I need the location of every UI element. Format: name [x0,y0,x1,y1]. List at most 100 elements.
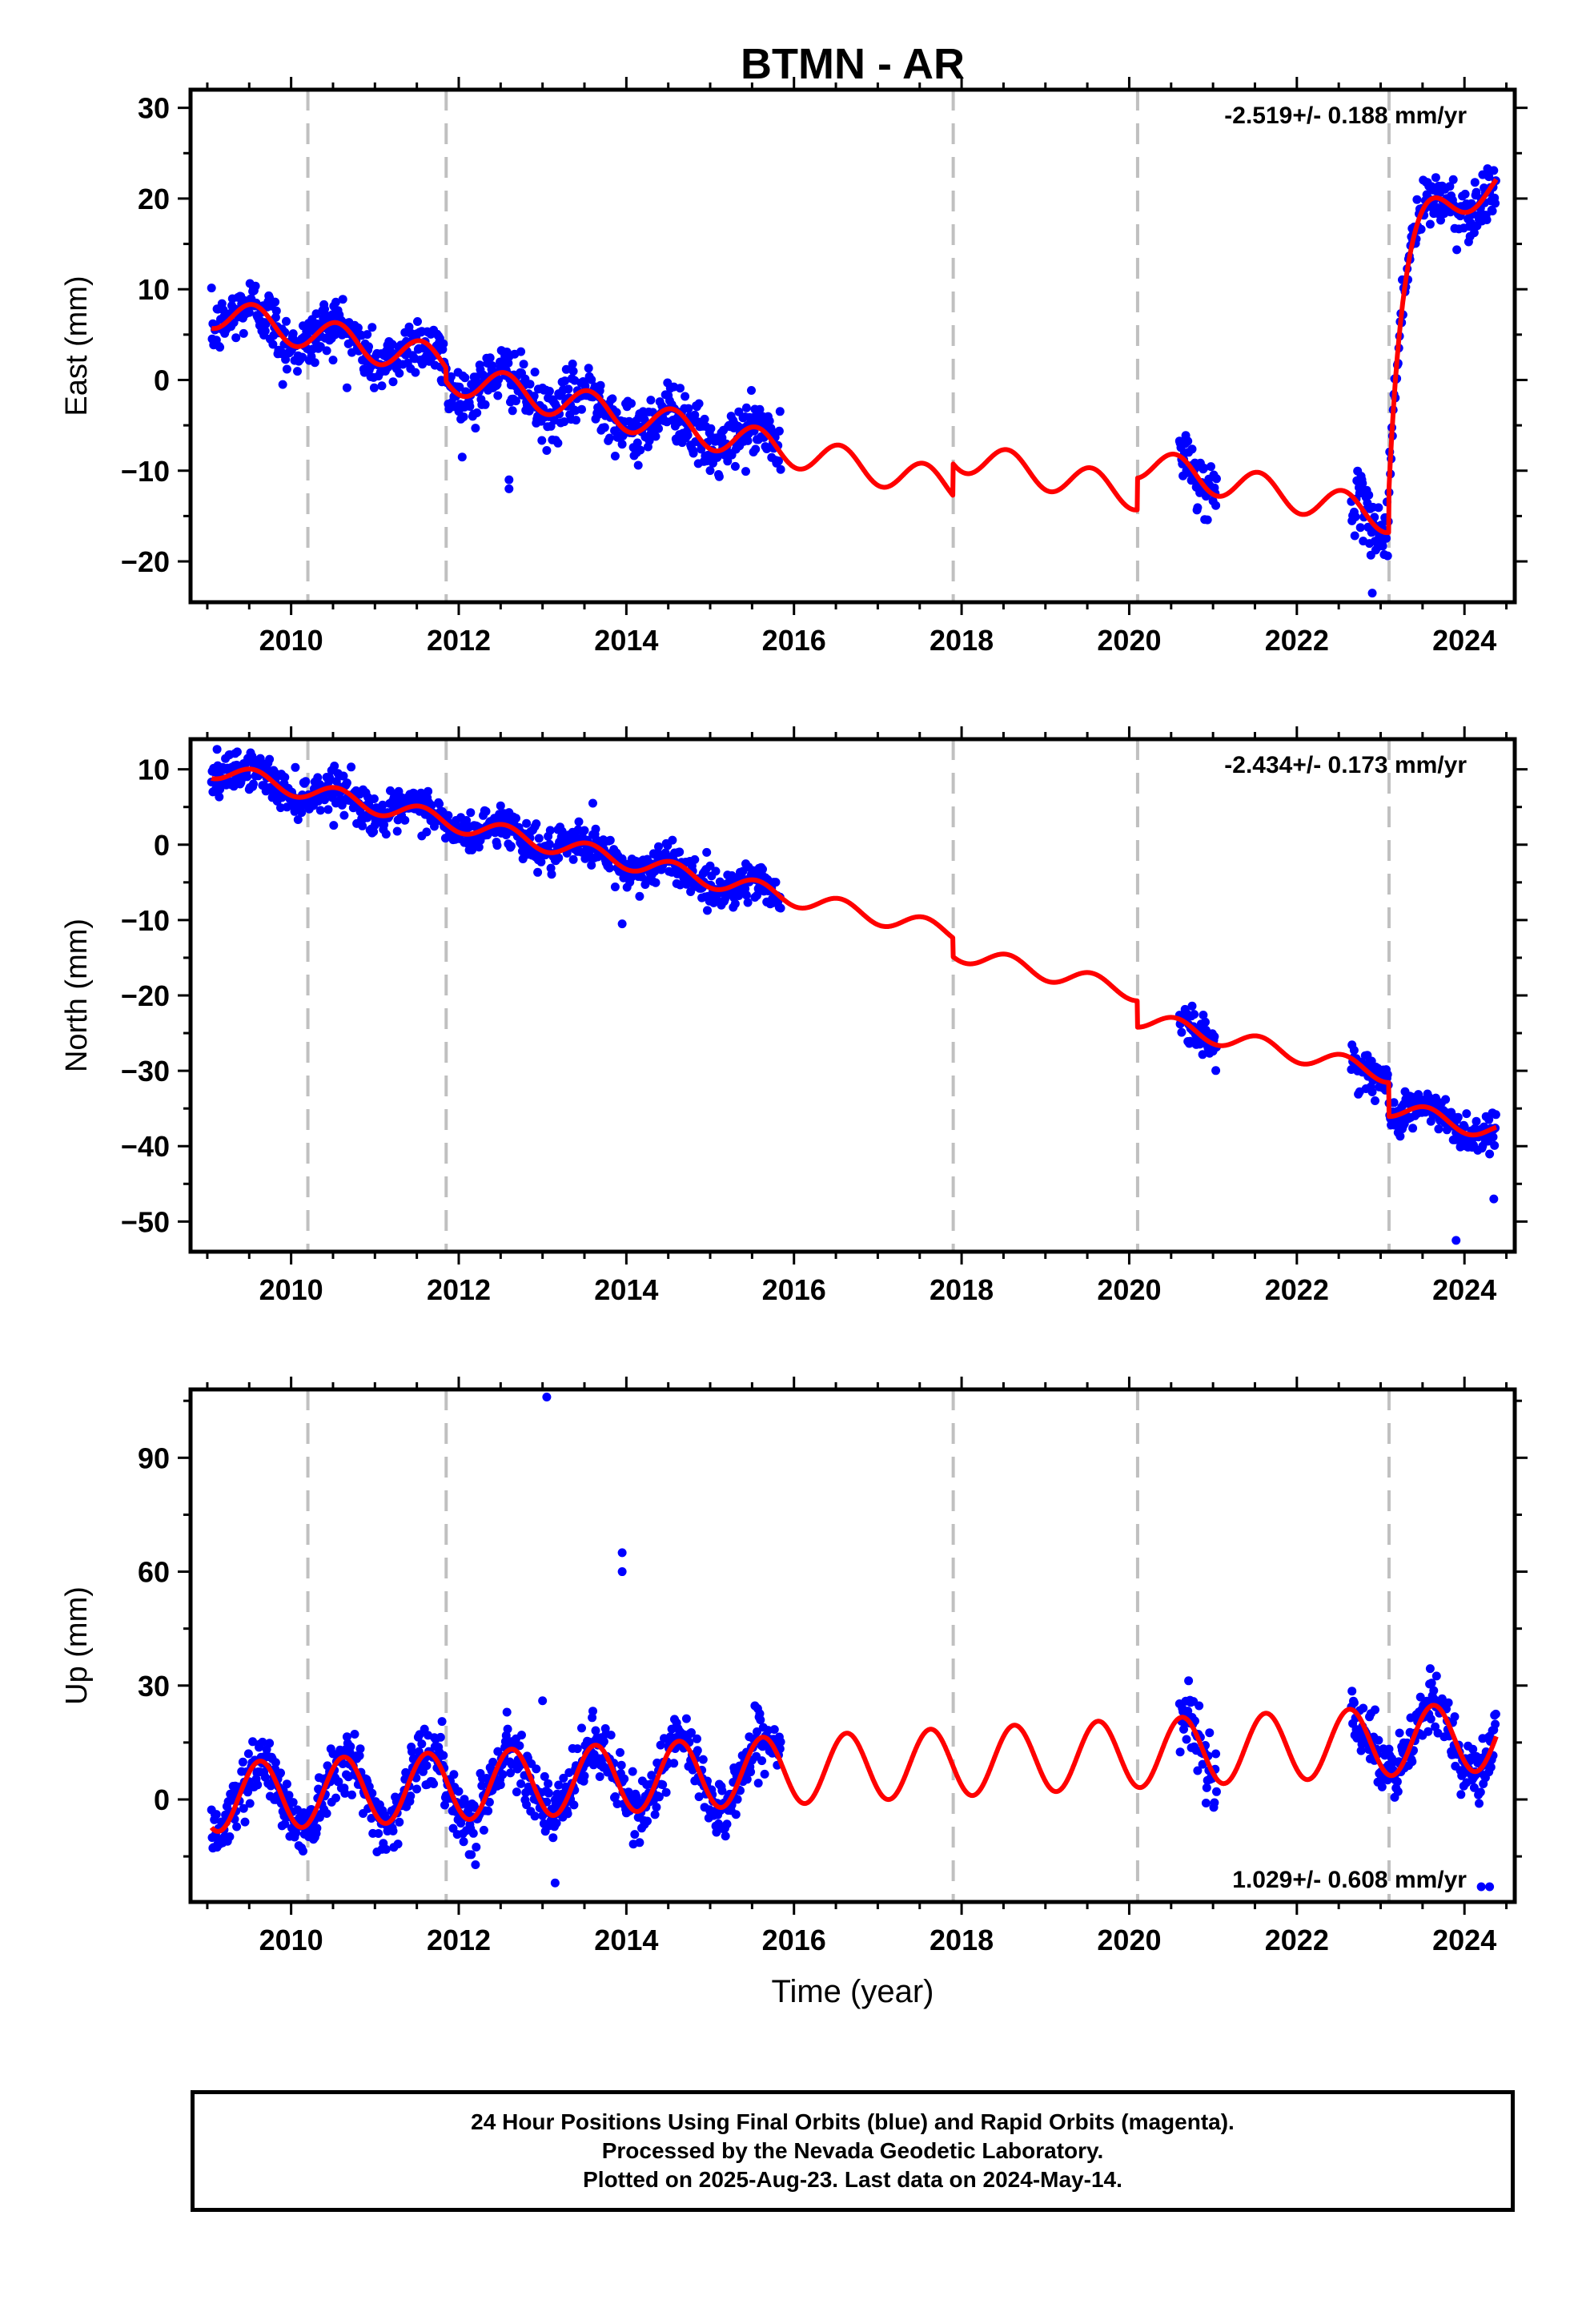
data-point [1462,1109,1472,1119]
data-point [1184,1676,1194,1686]
data-point [291,762,300,772]
data-point [346,1742,355,1751]
footer-note-box: 24 Hour Positions Using Final Orbits (bl… [191,2090,1515,2212]
data-point [1371,1705,1379,1715]
data-point [635,891,644,901]
data-point [1203,515,1212,525]
data-point [265,754,275,764]
data-point [271,306,281,316]
data-point [268,340,278,349]
data-point [522,818,532,828]
data-point [412,1784,422,1794]
data-point [321,311,331,320]
data-point [1205,1728,1215,1738]
data-point [693,1746,702,1755]
data-point [700,414,709,424]
data-point [1210,1031,1219,1041]
data-point [1472,1116,1481,1126]
data-point [498,1770,508,1779]
outlier-point [1452,1236,1461,1245]
data-points [207,164,1500,598]
data-point [616,1747,624,1757]
data-point [1488,207,1497,215]
data-point [568,367,578,376]
y-axis-label: East (mm) [60,275,94,416]
data-point [381,1844,391,1854]
data-point [225,1832,235,1841]
x-tick-label: 2022 [1265,1924,1329,1956]
data-point [769,1725,779,1735]
data-point [743,436,753,445]
data-point [393,1839,403,1849]
data-point [1485,1149,1495,1159]
data-point [439,339,448,348]
data-point [342,383,351,392]
data-point [532,1764,541,1774]
data-point [730,899,740,908]
data-point [363,330,372,340]
data-point [315,342,325,352]
data-point [537,436,547,445]
data-point [1425,219,1435,229]
data-point [331,1793,340,1803]
data-point [353,323,363,332]
data-point [271,312,280,322]
data-point [730,461,740,471]
data-point [392,826,402,836]
data-point [484,1806,493,1815]
y-axis-label: Up (mm) [60,1586,94,1705]
data-point [512,1787,521,1797]
data-point [1349,1046,1359,1055]
outlier-point [1485,1882,1495,1892]
data-point [367,323,377,332]
data-point [1193,503,1203,513]
data-point [1349,1698,1359,1707]
data-point [1488,1132,1498,1142]
x-tick-label: 2018 [930,624,994,657]
data-point [472,408,482,417]
y-tick-label: −40 [121,1130,170,1163]
data-point [604,863,614,873]
data-point [1469,228,1479,238]
x-tick-label: 2014 [594,1273,658,1306]
data-point [658,1780,668,1790]
data-point [776,464,785,474]
data-point [1476,1787,1485,1797]
data-point [577,404,586,414]
data-point [459,412,468,421]
y-tick-label: 60 [138,1556,170,1589]
data-point [560,376,570,386]
data-point [369,794,379,803]
data-point [1355,523,1365,533]
data-point [467,1850,476,1860]
data-point [215,792,224,802]
data-point [280,773,290,782]
data-point [369,827,379,837]
data-point [1207,462,1215,472]
data-point [330,762,339,770]
y-tick-label: 0 [154,1783,170,1816]
x-tick-label: 2022 [1265,624,1329,657]
data-point [320,795,329,805]
data-point [706,424,716,433]
data-point [244,308,254,317]
data-point [1211,501,1221,510]
data-point [1210,1798,1219,1807]
chart-title: BTMN - AR [741,40,965,88]
y-tick-label: 0 [154,829,170,862]
data-point [271,297,280,307]
data-point [1436,215,1445,225]
data-point [1211,1749,1221,1759]
data-point [1358,479,1367,488]
data-point [534,834,544,843]
data-point [512,396,520,406]
data-point [471,424,480,433]
outlier-point [542,1392,552,1401]
data-point [690,410,700,420]
data-point [293,367,302,376]
data-point [542,446,552,455]
data-point [1395,1728,1404,1738]
data-point [661,1787,671,1797]
data-point [1441,1095,1451,1104]
x-tick-label: 2016 [762,1924,826,1956]
